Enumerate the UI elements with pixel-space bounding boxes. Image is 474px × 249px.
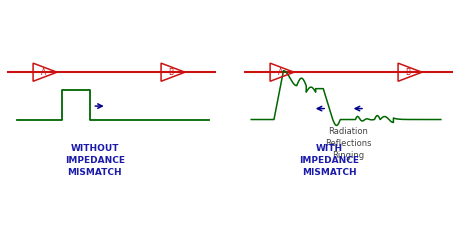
Text: Radiation
Reflections
Ringing: Radiation Reflections Ringing [325,127,372,160]
Text: WITHOUT
IMPEDANCE
MISMATCH: WITHOUT IMPEDANCE MISMATCH [65,144,125,177]
Text: B: B [406,68,411,77]
Text: WITH
IMPEDANCE
MISMATCH: WITH IMPEDANCE MISMATCH [300,144,359,177]
Text: A: A [41,68,46,77]
Text: A: A [278,68,283,77]
Text: B: B [169,68,174,77]
